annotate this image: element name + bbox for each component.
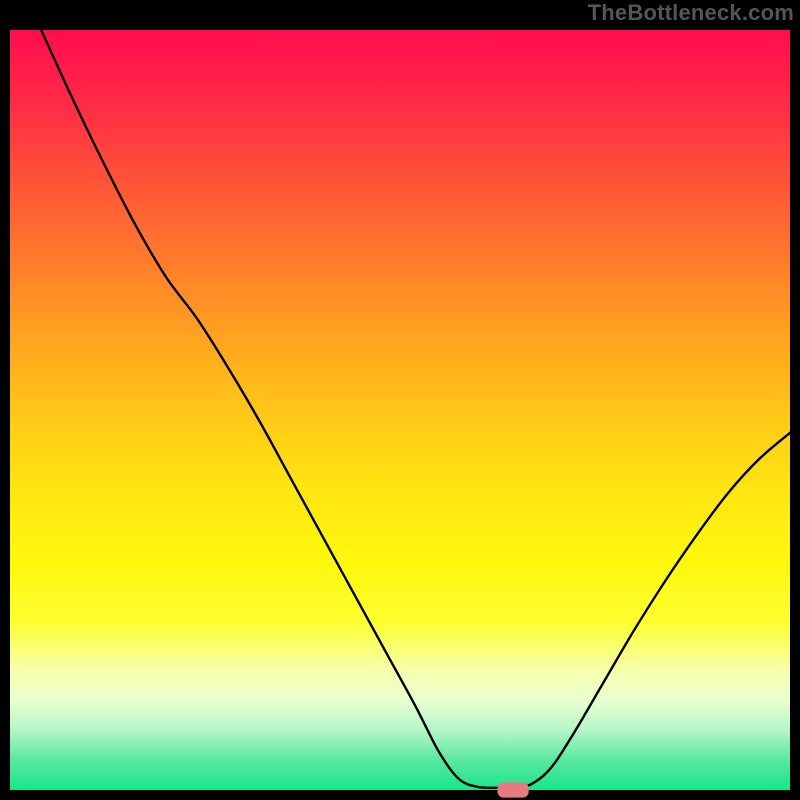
optimal-point-marker bbox=[498, 782, 529, 797]
chart-frame: TheBottleneck.com bbox=[0, 0, 800, 800]
watermark-text: TheBottleneck.com bbox=[588, 0, 794, 26]
bottleneck-curve-chart bbox=[0, 0, 800, 800]
